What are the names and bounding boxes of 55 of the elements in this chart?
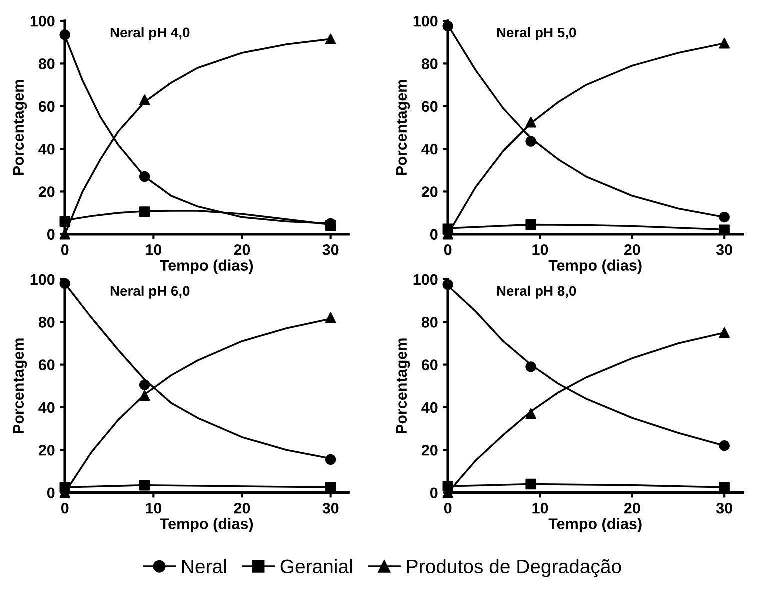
chart-title: Neral pH 8,0 — [497, 286, 576, 299]
y-tick-label: 60 — [422, 360, 438, 370]
chart-title: Neral pH 5,0 — [497, 27, 576, 40]
x-tick-label: 20 — [624, 244, 640, 256]
x-tick-label: 30 — [322, 244, 339, 256]
y-tick-label: 0 — [47, 229, 55, 240]
x-tick-label: 30 — [716, 502, 732, 514]
chart-title: Neral pH 4,0 — [110, 27, 190, 40]
y-tick-label: 20 — [422, 186, 438, 198]
y-tick-label: 40 — [38, 144, 55, 155]
legend-label: Geranial — [280, 559, 352, 574]
x-tick-label: 30 — [322, 502, 339, 514]
y-tick-label: 40 — [422, 402, 438, 414]
y-tick-label: 80 — [38, 317, 55, 328]
y-tick-label: 100 — [30, 274, 55, 286]
legend-label: Produtos de Degradação — [407, 559, 622, 578]
y-tick-label: 60 — [38, 101, 55, 112]
y-tick-label: 40 — [38, 402, 55, 414]
y-axis-title: Porcentagem — [396, 338, 410, 434]
y-axis-title: Porcentagem — [13, 80, 28, 176]
y-tick-label: 60 — [422, 101, 438, 112]
y-tick-label: 0 — [47, 488, 55, 499]
x-tick-label: 20 — [234, 502, 250, 514]
x-tick-label: 20 — [624, 502, 640, 514]
y-tick-label: 80 — [38, 58, 55, 70]
x-axis-title: Tempo (dias) — [548, 260, 642, 274]
y-tick-label: 80 — [422, 317, 438, 328]
legend-label: Neral — [182, 559, 226, 574]
x-tick-label: 0 — [444, 502, 452, 514]
x-tick-label: 10 — [146, 502, 162, 514]
x-axis-title: Tempo (dias) — [160, 260, 254, 274]
y-tick-label: 60 — [38, 360, 55, 370]
y-tick-label: 100 — [30, 16, 55, 27]
x-tick-label: 0 — [444, 244, 452, 256]
x-axis-title: Tempo (dias) — [160, 518, 254, 532]
y-tick-label: 40 — [422, 144, 438, 155]
x-tick-label: 10 — [532, 502, 548, 514]
y-tick-label: 100 — [414, 16, 438, 27]
y-tick-label: 80 — [422, 58, 438, 70]
y-tick-label: 0 — [430, 488, 438, 499]
y-tick-label: 20 — [38, 445, 55, 456]
x-tick-label: 10 — [532, 244, 548, 256]
x-axis-title: Tempo (dias) — [548, 518, 642, 532]
y-tick-label: 20 — [422, 445, 438, 456]
y-axis-title: Porcentagem — [13, 338, 28, 434]
x-tick-label: 30 — [716, 244, 732, 256]
y-tick-label: 20 — [38, 186, 55, 198]
y-axis-title: Porcentagem — [396, 80, 410, 176]
x-tick-label: 10 — [146, 244, 162, 256]
y-tick-label: 100 — [414, 274, 438, 286]
y-tick-label: 0 — [430, 229, 438, 240]
chart-title: Neral pH 6,0 — [110, 286, 190, 299]
x-tick-label: 0 — [61, 244, 69, 256]
x-tick-label: 20 — [234, 244, 250, 256]
x-tick-label: 0 — [61, 502, 69, 514]
